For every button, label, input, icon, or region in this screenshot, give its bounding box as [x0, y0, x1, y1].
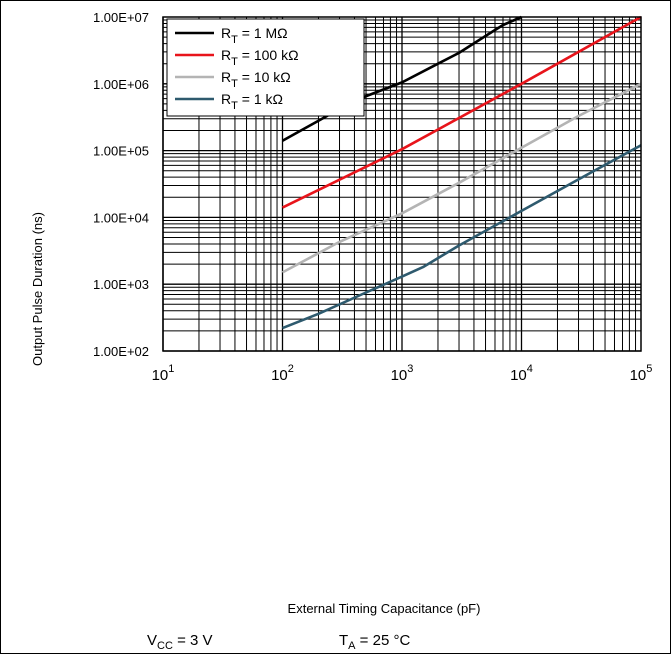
x-tick-label: 101 — [152, 363, 175, 384]
legend-label-main: R — [221, 25, 231, 41]
legend-label-1: RT = 1 MΩ — [221, 25, 288, 46]
legend-label-sub: T — [231, 78, 238, 90]
series-line-3 — [281, 82, 642, 274]
vcc-sub: CC — [157, 640, 173, 652]
y-axis-label: Output Pulse Duration (ns) — [30, 212, 45, 366]
ta-rest: = 25 °C — [356, 632, 411, 649]
ta-sub: A — [348, 640, 356, 652]
legend-label-main: R — [221, 91, 231, 107]
x-tick-exponent: 5 — [646, 363, 652, 375]
legend-label-rest: = 100 kΩ — [238, 47, 299, 63]
vcc-condition: VCC = 3 V — [147, 632, 213, 652]
legend-label-sub: T — [231, 100, 238, 112]
legend-label-sub: T — [231, 34, 238, 46]
legend-label-sub: T — [231, 56, 238, 68]
y-tick-label: 1.00E+05 — [93, 144, 149, 159]
x-tick-base: 10 — [271, 367, 288, 384]
y-tick-label: 1.00E+06 — [93, 77, 149, 92]
x-tick-label: 104 — [510, 363, 533, 384]
vcc-main: V — [147, 632, 157, 649]
plot-border — [162, 16, 642, 352]
x-tick-exponent: 4 — [527, 363, 533, 375]
x-axis-label: External Timing Capacitance (pF) — [288, 601, 481, 616]
x-tick-base: 10 — [152, 367, 169, 384]
x-tick-exponent: 1 — [168, 363, 174, 375]
x-tick-label: 105 — [630, 363, 653, 384]
x-tick-base: 10 — [391, 367, 408, 384]
x-tick-label: 103 — [391, 363, 414, 384]
legend-label-4: RT = 1 kΩ — [221, 91, 283, 112]
y-tick-label: 1.00E+02 — [93, 344, 149, 359]
y-tick-label: 1.00E+04 — [93, 210, 149, 225]
vcc-rest: = 3 V — [173, 632, 213, 649]
legend-label-2: RT = 100 kΩ — [221, 47, 299, 68]
x-tick-base: 10 — [630, 367, 647, 384]
legend-label-rest: = 10 kΩ — [238, 69, 291, 85]
legend-label-rest: = 1 MΩ — [238, 25, 288, 41]
y-tick-labels: 1.00E+02 1.00E+03 1.00E+04 1.00E+05 1.00E+06… — [93, 10, 149, 359]
legend-label-3: RT = 10 kΩ — [221, 69, 291, 90]
legend-label-main: R — [221, 69, 231, 85]
x-tick-exponent: 3 — [407, 363, 413, 375]
legend-label-main: R — [221, 47, 231, 63]
x-tick-exponent: 2 — [288, 363, 294, 375]
legend-label-rest: = 1 kΩ — [238, 91, 283, 107]
x-tick-label: 102 — [271, 363, 294, 384]
x-tick-base: 10 — [510, 367, 527, 384]
x-tick-labels: 101 102 103 104 105 — [152, 363, 653, 384]
y-tick-label: 1.00E+07 — [93, 10, 149, 25]
series-line-4 — [282, 144, 642, 330]
y-tick-label: 1.00E+03 — [93, 277, 149, 292]
series-line-2 — [281, 15, 642, 209]
ta-condition: TA = 25 °C — [339, 632, 410, 652]
ta-main: T — [339, 632, 348, 649]
